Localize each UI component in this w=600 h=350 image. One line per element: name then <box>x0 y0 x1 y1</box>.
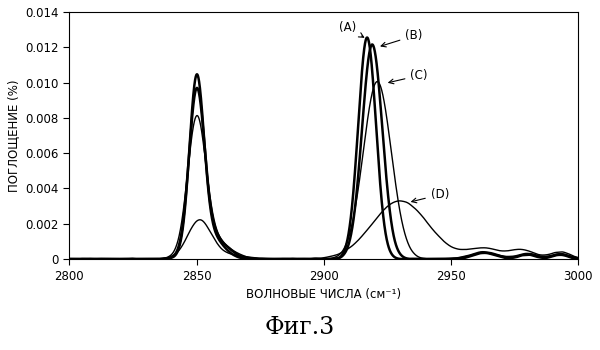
Text: (D): (D) <box>412 188 449 203</box>
X-axis label: ВОЛНОВЫЕ ЧИСЛА (см⁻¹): ВОЛНОВЫЕ ЧИСЛА (см⁻¹) <box>246 288 401 301</box>
Text: (B): (B) <box>381 29 422 47</box>
Text: (C): (C) <box>389 69 428 84</box>
Text: Фиг.3: Фиг.3 <box>265 316 335 340</box>
Text: (A): (A) <box>339 21 364 37</box>
Y-axis label: ПОГЛОЩЕНИЕ (%): ПОГЛОЩЕНИЕ (%) <box>7 79 20 192</box>
